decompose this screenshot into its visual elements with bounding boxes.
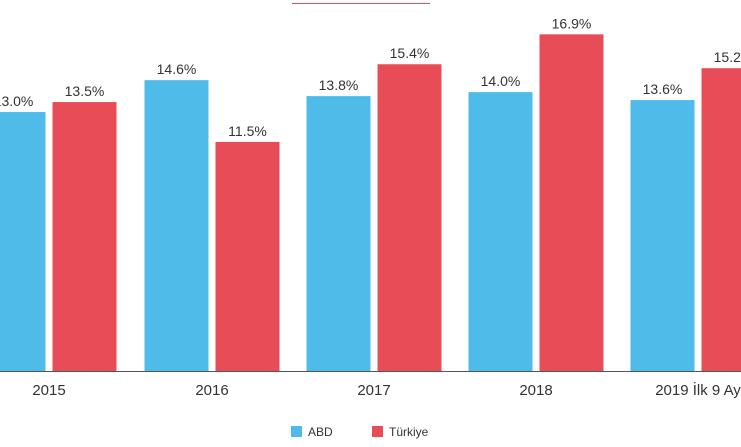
legend: ABD Türkiye [291, 425, 429, 439]
data-label-abd-3: 14.0% [481, 73, 521, 89]
legend-swatch-1 [372, 426, 383, 437]
data-labels-layer: 13.0% 13.5% 14.6% 11.5% 13.8% 15.4% 14.0% 16.9%… [0, 15, 741, 139]
x-tick-labels-layer: 2015 2016 2017 2018 2019 İlk 9 Ay [32, 381, 741, 399]
bar-abd-3 [468, 92, 533, 372]
bar-t-rkiye-3 [539, 34, 604, 372]
bar-abd-0 [0, 112, 46, 371]
data-label-abd-0: 13.0% [0, 93, 33, 109]
bar-abd-4 [630, 100, 695, 371]
data-label-t-rkiye-2: 15.4% [390, 45, 430, 61]
bar-abd-2 [306, 96, 371, 371]
x-tick-label-4: 2019 İlk 9 Ay [655, 381, 741, 399]
data-label-t-rkiye-1: 11.5% [228, 123, 267, 139]
data-label-t-rkiye-0: 13.5% [65, 83, 105, 99]
x-tick-label-1: 2016 [195, 382, 228, 399]
legend-label-0: ABD [308, 425, 333, 439]
x-tick-label-0: 2015 [32, 382, 65, 399]
data-label-t-rkiye-4: 15.2% [714, 49, 741, 65]
legend-label-1: Türkiye [389, 425, 429, 439]
bar-t-rkiye-2 [377, 64, 442, 372]
data-label-abd-1: 14.6% [157, 61, 197, 77]
bar-t-rkiye-0 [52, 102, 117, 371]
bar-abd-1 [144, 80, 209, 371]
bar-t-rkiye-1 [215, 141, 280, 371]
x-tick-label-3: 2018 [519, 382, 552, 399]
legend-swatch-0 [291, 426, 302, 437]
data-label-t-rkiye-3: 16.9% [552, 15, 592, 31]
data-label-abd-2: 13.8% [319, 77, 359, 93]
bars-layer [0, 34, 741, 372]
data-label-abd-4: 13.6% [643, 81, 683, 97]
bar-t-rkiye-4 [701, 68, 741, 371]
x-tick-label-2: 2017 [357, 382, 390, 399]
